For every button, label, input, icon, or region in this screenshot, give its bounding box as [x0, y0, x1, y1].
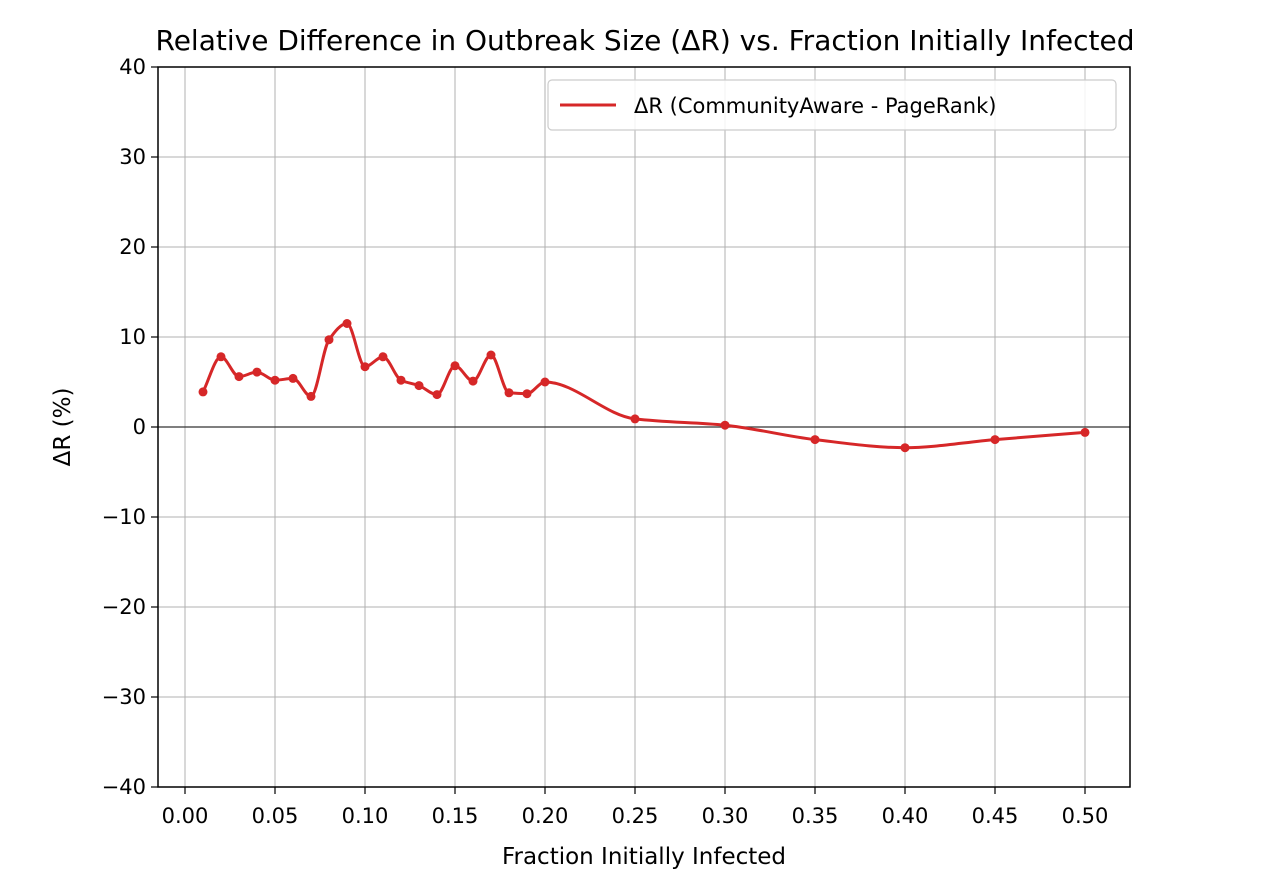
x-tick-label: 0.15: [432, 804, 479, 828]
data-point: [630, 414, 640, 424]
x-tick-label: 0.10: [342, 804, 389, 828]
data-point: [432, 390, 442, 400]
data-point: [486, 350, 496, 360]
data-point: [270, 375, 280, 385]
data-point: [360, 362, 370, 372]
data-point: [522, 389, 532, 399]
data-point: [198, 387, 208, 397]
data-point: [990, 435, 1000, 445]
y-tick-label: 10: [119, 325, 146, 349]
data-point: [288, 373, 298, 383]
y-tick-label: −40: [102, 775, 146, 799]
x-tick-label: 0.35: [792, 804, 839, 828]
data-point: [720, 420, 730, 430]
x-tick-label: 0.30: [702, 804, 749, 828]
data-point: [324, 335, 334, 345]
x-tick-label: 0.25: [612, 804, 659, 828]
y-tick-label: −20: [102, 595, 146, 619]
x-tick-label: 0.00: [162, 804, 209, 828]
series-layer: [198, 319, 1090, 453]
data-point: [396, 375, 406, 385]
data-point: [504, 388, 514, 398]
y-tick-label: −30: [102, 685, 146, 709]
y-axis-label: ΔR (%): [50, 388, 76, 467]
y-tick-label: 0: [133, 415, 146, 439]
x-tick-label: 0.40: [882, 804, 929, 828]
data-point: [216, 352, 226, 362]
x-axis: 0.00 0.05 0.10 0.15 0.20 0.25 0.30 0.35 0.40 0.45…: [162, 787, 1109, 828]
data-point: [234, 372, 244, 382]
x-tick-label: 0.45: [972, 804, 1019, 828]
data-point: [810, 435, 820, 445]
data-point: [378, 352, 388, 362]
y-tick-label: 20: [119, 235, 146, 259]
data-point: [540, 377, 550, 387]
legend-label: ΔR (CommunityAware - PageRank): [634, 94, 996, 118]
x-tick-label: 0.50: [1062, 804, 1109, 828]
data-point: [468, 376, 478, 386]
chart-title: Relative Difference in Outbreak Size (ΔR…: [156, 24, 1135, 57]
y-tick-label: 40: [119, 55, 146, 79]
y-tick-label: −10: [102, 505, 146, 529]
x-axis-label: Fraction Initially Infected: [502, 844, 786, 870]
series-line: [201, 322, 1087, 450]
legend-box: [547, 79, 1117, 131]
data-point: [252, 367, 262, 377]
data-point: [414, 381, 424, 391]
legend: ΔR (CommunityAware - PageRank): [547, 79, 1117, 131]
x-tick-label: 0.20: [522, 804, 569, 828]
y-tick-label: 30: [119, 145, 146, 169]
data-point: [900, 443, 910, 453]
x-tick-label: 0.05: [252, 804, 299, 828]
data-point: [306, 391, 316, 401]
y-axis: −40 −30 −20 −10 0 10 20 30 40: [102, 55, 158, 799]
data-point: [1080, 427, 1090, 437]
data-point: [450, 361, 460, 371]
data-point: [342, 319, 352, 328]
